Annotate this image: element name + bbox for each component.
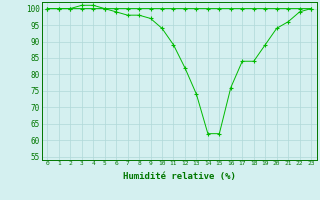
X-axis label: Humidité relative (%): Humidité relative (%)	[123, 172, 236, 181]
